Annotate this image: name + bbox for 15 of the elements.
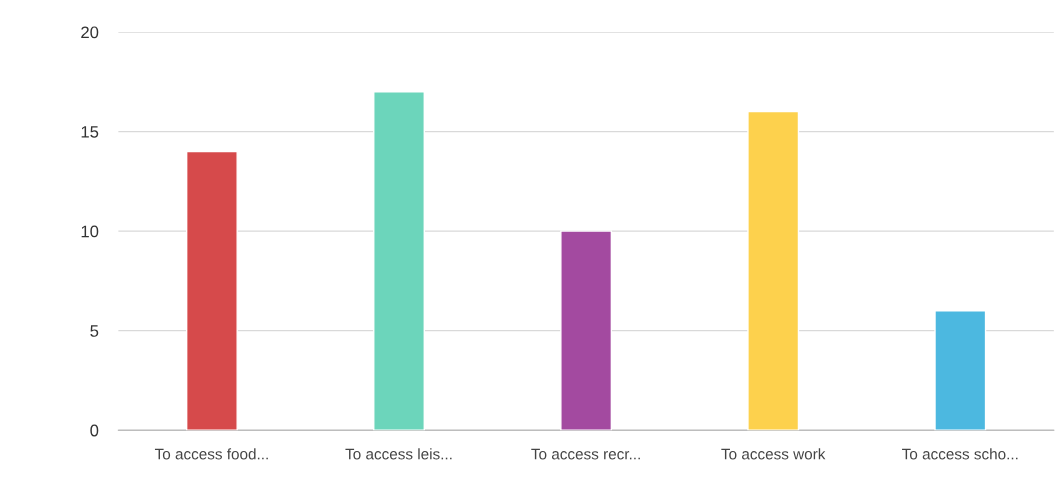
- x-tick-label: To access food...: [154, 448, 268, 460]
- y-tick-label: 20: [81, 26, 99, 39]
- y-tick-label: 10: [81, 225, 99, 238]
- bar: [747, 110, 800, 431]
- bar: [373, 91, 425, 431]
- x-tick-label: To access leis...: [345, 448, 452, 460]
- bar: [934, 310, 987, 431]
- bar: [560, 230, 613, 431]
- bar: [185, 150, 238, 431]
- y-tick-label: 5: [90, 325, 99, 337]
- x-tick-label: To access scho...: [902, 448, 1018, 460]
- y-tick-label: 15: [81, 126, 99, 138]
- x-tick-label: To access work: [721, 448, 826, 460]
- x-tick-label: To access recr...: [531, 448, 640, 460]
- y-tick-label: 0: [90, 424, 99, 437]
